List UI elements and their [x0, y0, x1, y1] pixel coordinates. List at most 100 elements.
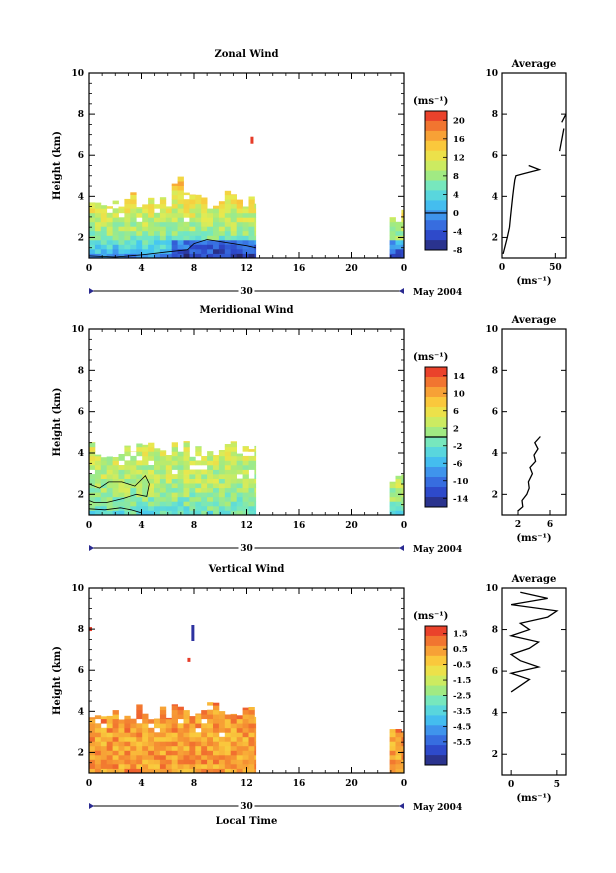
heatmap-cell: [89, 741, 96, 747]
heatmap-cell: [159, 510, 167, 516]
heatmap-cell: [112, 212, 119, 218]
heatmap-cell: [183, 764, 190, 769]
date-line-start-marker: [89, 803, 94, 809]
heatmap-cell: [171, 732, 178, 738]
heatmap-cell: [136, 469, 143, 475]
heatmap-cell: [236, 727, 243, 733]
colorbar-segment: [425, 397, 447, 408]
colorbar-unit-label: (ms⁻¹): [413, 611, 448, 622]
heatmap-cell: [389, 510, 396, 516]
heatmap-cell: [236, 217, 243, 223]
heatmap-cell: [148, 478, 155, 484]
heatmap-cell: [148, 492, 155, 498]
heatmap-cell: [230, 732, 237, 738]
heatmap-cell: [250, 136, 254, 144]
x-tick-label: 20: [345, 521, 358, 531]
heatmap-cell: [171, 474, 178, 479]
average-y-tick-label: 8: [492, 626, 498, 636]
y-tick-label: 8: [78, 366, 84, 376]
heatmap-cell: [177, 455, 184, 461]
heatmap-cell: [224, 505, 232, 511]
heatmap-cell: [230, 474, 237, 479]
heatmap-cell: [242, 718, 249, 724]
heatmap-cell: [136, 505, 143, 511]
average-profile-panel: Average 2 4 6 8 10 0 5(ms⁻¹): [485, 574, 567, 804]
heatmap-cell: [236, 221, 243, 227]
heatmap-cell: [183, 718, 190, 724]
heatmap-cell: [236, 510, 243, 516]
heatmap-cell: [94, 244, 102, 250]
heatmap-cell: [100, 754, 108, 760]
heatmap-cell: [142, 235, 149, 241]
heatmap-cell: [242, 736, 249, 742]
heatmap-cell: [254, 736, 257, 742]
heatmap-cell: [230, 194, 237, 196]
heatmap-cell: [165, 750, 173, 756]
heatmap-cell: [242, 487, 249, 493]
heatmap-cell: [136, 474, 143, 479]
heatmap-cell: [112, 221, 119, 227]
heatmap-cell: [165, 206, 173, 209]
heatmap-cell: [177, 487, 184, 493]
heatmap-cell: [207, 451, 214, 457]
heatmap-cell: [389, 230, 396, 236]
heatmap-cell: [218, 239, 226, 245]
x-tick-label: 0: [401, 521, 407, 531]
colorbar-tick-label: -0.5: [453, 661, 471, 671]
heatmap-cell: [159, 253, 167, 259]
heatmap-cell: [236, 750, 243, 756]
heatmap-cell: [142, 759, 149, 765]
x-tick-label: 0: [86, 264, 92, 274]
heatmap-cell: [118, 226, 125, 232]
heatmap-cell: [124, 750, 131, 756]
heatmap-cell: [89, 505, 96, 511]
heatmap-cell: [395, 741, 402, 747]
heatmap-cell: [106, 465, 113, 470]
heatmap-cell: [89, 723, 96, 729]
heatmap-cell: [154, 718, 161, 724]
heatmap-cell: [207, 501, 214, 507]
heatmap-cell: [236, 203, 243, 209]
heatmap-cell: [218, 487, 226, 493]
heatmap-cell: [177, 723, 184, 729]
heatmap-cell: [148, 501, 155, 507]
x-tick-label: 12: [240, 521, 253, 531]
heatmap-cell: [218, 208, 226, 214]
heatmap-cell: [187, 657, 191, 662]
heatmap-cell: [142, 505, 149, 511]
heatmap-cell: [224, 501, 232, 507]
heatmap-cell: [112, 727, 119, 733]
y-tick-label: 2: [78, 748, 84, 758]
colorbar-tick-label: -8: [453, 246, 463, 256]
heatmap-cell: [395, 496, 402, 502]
heatmap-cell: [230, 723, 237, 729]
heatmap-cell: [159, 226, 167, 232]
heatmap-cell: [112, 235, 119, 241]
heatmap-cell: [130, 745, 137, 751]
heatmap-cell: [130, 510, 137, 516]
heatmap-cell: [165, 455, 173, 461]
heatmap-cell: [177, 208, 184, 214]
heatmap-cell: [195, 501, 202, 507]
colorbar-segment: [425, 190, 447, 201]
colorbar-tick-label: -2.5: [453, 692, 471, 702]
heatmap-cell: [94, 212, 102, 218]
heatmap-cell: [195, 249, 202, 254]
heatmap-cell: [124, 496, 131, 502]
heatmap-cell: [154, 465, 161, 470]
average-y-tick-label: 4: [492, 709, 498, 719]
heatmap-cell: [165, 727, 173, 733]
y-axis-label: Height (km): [52, 646, 63, 715]
average-y-tick-label: 6: [492, 667, 498, 677]
heatmap-cell: [395, 249, 402, 254]
heatmap-cell: [236, 249, 243, 254]
y-tick-label: 10: [71, 584, 84, 594]
heatmap-cell: [124, 445, 131, 448]
heatmap-cell: [248, 478, 255, 484]
heatmap-cell: [224, 249, 232, 254]
heatmap-cell: [401, 230, 405, 236]
heatmap-cell: [159, 197, 167, 200]
x-tick-label: 0: [401, 779, 407, 789]
heatmap-cell: [236, 478, 243, 484]
heatmap-cell: [171, 203, 178, 209]
